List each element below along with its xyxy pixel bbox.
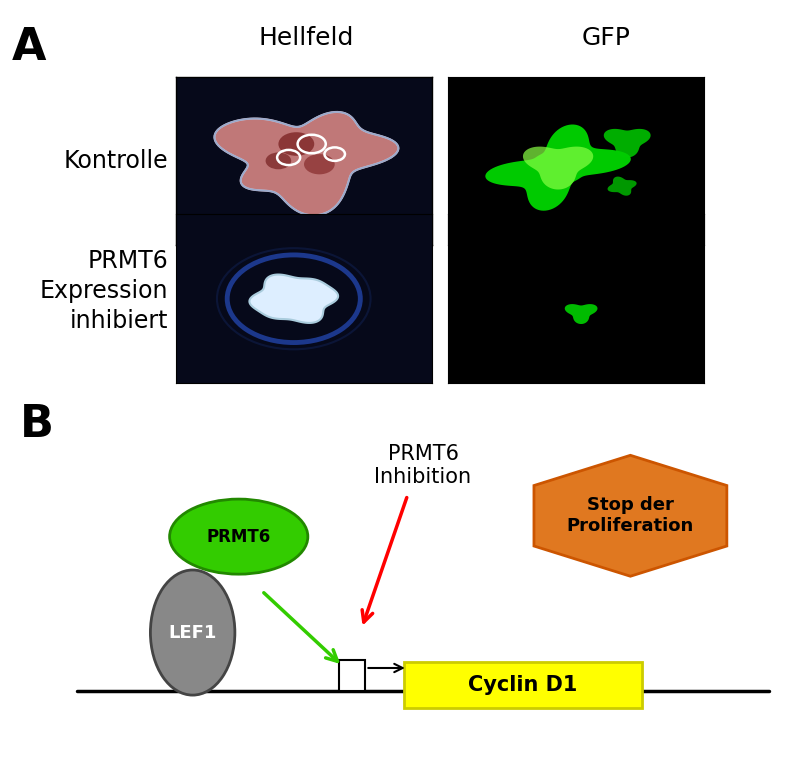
- Text: Cyclin D1: Cyclin D1: [468, 675, 578, 695]
- Circle shape: [278, 133, 314, 155]
- Text: Kontrolle: Kontrolle: [63, 149, 168, 173]
- Text: PRMT6: PRMT6: [206, 528, 271, 545]
- Text: PRMT6
Inhibition: PRMT6 Inhibition: [374, 444, 472, 487]
- FancyBboxPatch shape: [338, 660, 366, 691]
- FancyBboxPatch shape: [404, 662, 642, 708]
- Polygon shape: [565, 304, 598, 324]
- Text: GFP: GFP: [582, 26, 630, 51]
- Text: Stop der
Proliferation: Stop der Proliferation: [566, 496, 694, 535]
- Ellipse shape: [150, 570, 235, 695]
- Circle shape: [170, 499, 308, 574]
- Text: Hellfeld: Hellfeld: [258, 26, 354, 51]
- Polygon shape: [214, 112, 398, 215]
- Polygon shape: [250, 274, 338, 323]
- Polygon shape: [607, 177, 637, 195]
- Circle shape: [304, 154, 334, 175]
- Polygon shape: [486, 125, 631, 211]
- Text: B: B: [20, 403, 54, 446]
- Circle shape: [266, 152, 291, 169]
- Polygon shape: [523, 146, 594, 189]
- Text: A: A: [12, 26, 46, 69]
- Text: LEF1: LEF1: [169, 624, 217, 642]
- Text: PRMT6
Expression
inhibiert: PRMT6 Expression inhibiert: [39, 250, 168, 332]
- Polygon shape: [534, 455, 727, 576]
- Polygon shape: [604, 129, 650, 158]
